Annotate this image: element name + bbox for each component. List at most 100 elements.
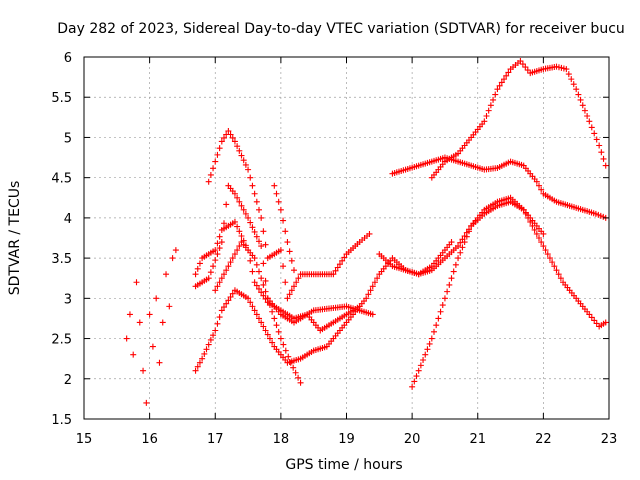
data-point bbox=[214, 240, 221, 247]
data-point bbox=[234, 194, 241, 201]
data-point bbox=[365, 291, 372, 298]
data-point bbox=[258, 319, 265, 326]
data-point bbox=[420, 357, 427, 364]
data-point bbox=[457, 249, 464, 256]
data-point bbox=[214, 283, 221, 290]
data-point bbox=[262, 277, 269, 284]
data-point bbox=[199, 355, 206, 362]
data-point bbox=[290, 364, 297, 371]
data-point bbox=[417, 362, 424, 369]
data-point bbox=[227, 293, 234, 300]
data-point bbox=[236, 198, 243, 205]
data-point bbox=[240, 157, 247, 164]
data-point bbox=[286, 291, 293, 298]
data-point bbox=[586, 311, 593, 318]
data-point bbox=[192, 367, 199, 374]
data-point bbox=[517, 58, 524, 65]
data-point bbox=[231, 138, 238, 145]
data-point bbox=[258, 214, 265, 221]
x-tick-label: 23 bbox=[601, 432, 618, 447]
data-point bbox=[216, 245, 223, 252]
data-point bbox=[501, 76, 507, 83]
data-point bbox=[245, 214, 252, 221]
data-point bbox=[520, 206, 527, 213]
data-point bbox=[544, 251, 551, 258]
data-point bbox=[284, 295, 291, 302]
data-point bbox=[600, 155, 607, 162]
data-point bbox=[201, 350, 208, 357]
data-point bbox=[238, 232, 245, 239]
data-point bbox=[339, 257, 346, 264]
data-point bbox=[262, 327, 269, 334]
data-point bbox=[269, 308, 276, 315]
y-tick-label: 6 bbox=[64, 51, 72, 66]
data-point bbox=[374, 275, 381, 282]
data-point bbox=[256, 315, 262, 322]
data-point bbox=[159, 319, 166, 326]
data-point bbox=[214, 251, 221, 258]
data-point bbox=[579, 102, 586, 109]
data-point bbox=[273, 190, 280, 197]
data-point bbox=[536, 235, 542, 241]
data-point bbox=[593, 136, 600, 143]
data-point bbox=[551, 263, 558, 270]
data-point bbox=[280, 217, 287, 224]
data-point bbox=[542, 247, 549, 254]
data-point bbox=[271, 182, 278, 189]
data-point bbox=[525, 214, 532, 221]
series-track-6 bbox=[271, 182, 297, 274]
data-point bbox=[194, 363, 201, 370]
data-point bbox=[284, 239, 291, 246]
data-point bbox=[231, 218, 238, 225]
data-point bbox=[448, 275, 455, 282]
data-point bbox=[251, 307, 258, 314]
data-point bbox=[236, 243, 243, 250]
data-point bbox=[413, 373, 420, 380]
data-point bbox=[196, 260, 203, 267]
data-point bbox=[555, 271, 562, 278]
data-point bbox=[218, 307, 225, 314]
data-marks bbox=[123, 58, 609, 406]
data-point bbox=[212, 327, 219, 334]
data-point bbox=[533, 178, 540, 185]
data-point bbox=[411, 378, 418, 385]
data-point bbox=[330, 271, 337, 278]
data-point bbox=[277, 335, 284, 342]
x-tick-label: 19 bbox=[338, 432, 355, 447]
data-point bbox=[240, 206, 247, 213]
data-point bbox=[271, 315, 278, 322]
data-point bbox=[285, 353, 292, 360]
data-point bbox=[602, 319, 609, 326]
data-point bbox=[496, 82, 503, 89]
data-point bbox=[563, 66, 570, 73]
data-point bbox=[223, 300, 230, 307]
data-point bbox=[591, 317, 598, 324]
data-point bbox=[295, 275, 302, 282]
y-tick-label: 4 bbox=[64, 212, 72, 227]
data-point bbox=[334, 264, 341, 271]
data-point bbox=[288, 257, 295, 264]
data-point bbox=[575, 91, 582, 98]
data-point bbox=[245, 166, 252, 173]
data-point bbox=[269, 339, 276, 346]
data-point bbox=[247, 257, 254, 264]
data-point bbox=[247, 174, 254, 181]
grid bbox=[84, 57, 609, 419]
data-point bbox=[249, 182, 256, 189]
data-point bbox=[487, 102, 494, 109]
data-point bbox=[205, 275, 212, 282]
data-point bbox=[225, 128, 232, 135]
data-point bbox=[149, 343, 156, 350]
data-point bbox=[282, 279, 289, 286]
data-point bbox=[371, 279, 378, 286]
data-point bbox=[212, 287, 219, 294]
data-point bbox=[546, 255, 553, 262]
data-point bbox=[262, 288, 269, 295]
data-point bbox=[503, 72, 510, 79]
data-point bbox=[210, 332, 217, 339]
data-point bbox=[366, 230, 373, 237]
data-point bbox=[588, 314, 595, 321]
x-tick-label: 15 bbox=[76, 432, 93, 447]
data-point bbox=[529, 222, 536, 229]
